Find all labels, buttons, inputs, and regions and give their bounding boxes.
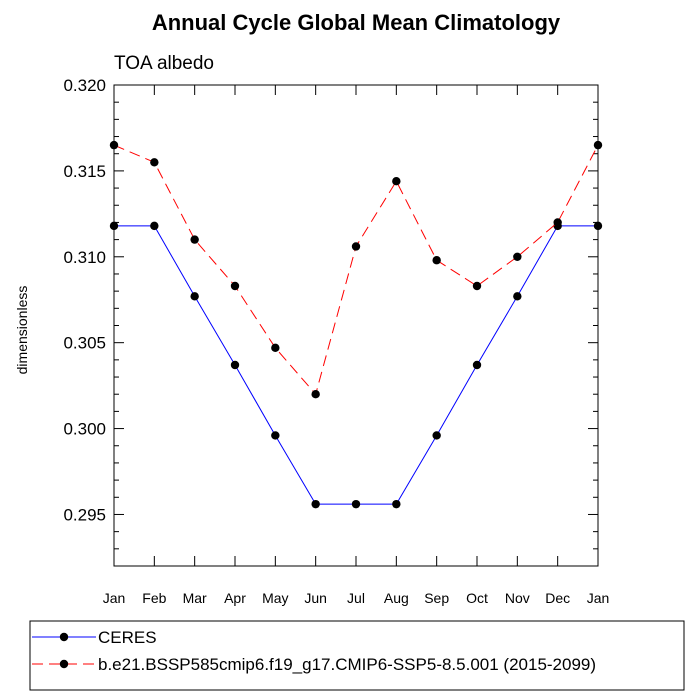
x-tick-label: Mar bbox=[183, 590, 207, 606]
series-group bbox=[109, 140, 603, 509]
y-axis: 0.295 0.300 0.305 0.310 0.315 0.320 bbox=[63, 76, 598, 550]
data-point bbox=[472, 360, 482, 370]
data-point bbox=[593, 140, 603, 150]
legend-entry: CERES bbox=[32, 628, 157, 647]
x-tick-label: Jan bbox=[103, 590, 126, 606]
y-tick-label: 0.315 bbox=[63, 162, 106, 181]
data-point bbox=[230, 360, 240, 370]
data-point bbox=[392, 499, 401, 509]
y-tick-label: 0.320 bbox=[63, 76, 106, 95]
series-line bbox=[114, 225, 598, 505]
series-line bbox=[113, 144, 599, 396]
chart-title: Annual Cycle Global Mean Climatology bbox=[152, 10, 561, 35]
plot-frame bbox=[113, 84, 599, 567]
data-point bbox=[392, 177, 401, 186]
data-point bbox=[271, 431, 280, 440]
y-tick-label: 0.305 bbox=[63, 334, 106, 353]
y-tick-label: 0.300 bbox=[63, 420, 106, 439]
data-point bbox=[109, 140, 119, 150]
y-axis-label: dimensionless bbox=[14, 286, 30, 375]
data-point bbox=[150, 158, 159, 167]
legend-entry: b.e21.BSSP585cmip6.f19_g17.CMIP6-SSP5-8.… bbox=[32, 655, 596, 674]
x-tick-label: Dec bbox=[545, 590, 570, 606]
data-point bbox=[593, 221, 603, 231]
series-2 bbox=[109, 140, 603, 399]
x-tick-label: Nov bbox=[505, 590, 530, 606]
legend bbox=[29, 620, 685, 691]
data-point bbox=[553, 218, 562, 227]
data-point bbox=[472, 281, 482, 291]
data-point bbox=[311, 499, 320, 509]
series-1 bbox=[109, 221, 603, 509]
data-point bbox=[513, 292, 522, 301]
legend-entries: CERES b.e21.BSSP585cmip6.f19_g17.CMIP6-SS… bbox=[32, 628, 596, 674]
y-tick-label: 0.310 bbox=[63, 248, 106, 267]
data-point bbox=[351, 242, 361, 251]
data-point bbox=[432, 431, 441, 440]
legend-marker bbox=[59, 632, 69, 642]
data-point bbox=[190, 292, 199, 301]
x-tick-label: Jan bbox=[587, 590, 610, 606]
data-point bbox=[271, 343, 280, 353]
x-tick-label: Oct bbox=[466, 590, 488, 606]
data-point bbox=[150, 221, 159, 231]
data-point bbox=[190, 235, 199, 244]
x-tick-label: Jun bbox=[304, 590, 327, 606]
x-tick-label: Feb bbox=[142, 590, 166, 606]
legend-label: CERES bbox=[98, 628, 157, 647]
x-axis: Jan Feb Mar Apr May Jun Jul Aug Sep Oct Nov Dec Jan bbox=[103, 85, 610, 606]
chart-subtitle: TOA albedo bbox=[114, 53, 214, 74]
data-point bbox=[109, 221, 119, 231]
x-tick-label: Aug bbox=[384, 590, 409, 606]
x-tick-label: Apr bbox=[224, 590, 246, 606]
data-point bbox=[351, 499, 361, 509]
data-point bbox=[432, 256, 441, 265]
legend-marker bbox=[59, 659, 69, 669]
data-point bbox=[513, 252, 522, 261]
x-tick-label: Sep bbox=[424, 590, 449, 606]
y-tick-label: 0.295 bbox=[63, 505, 106, 524]
data-point bbox=[311, 390, 320, 399]
legend-label: b.e21.BSSP585cmip6.f19_g17.CMIP6-SSP5-8.… bbox=[98, 655, 596, 674]
data-point bbox=[230, 281, 240, 291]
x-tick-label: May bbox=[262, 590, 288, 606]
x-tick-label: Jul bbox=[347, 590, 365, 606]
